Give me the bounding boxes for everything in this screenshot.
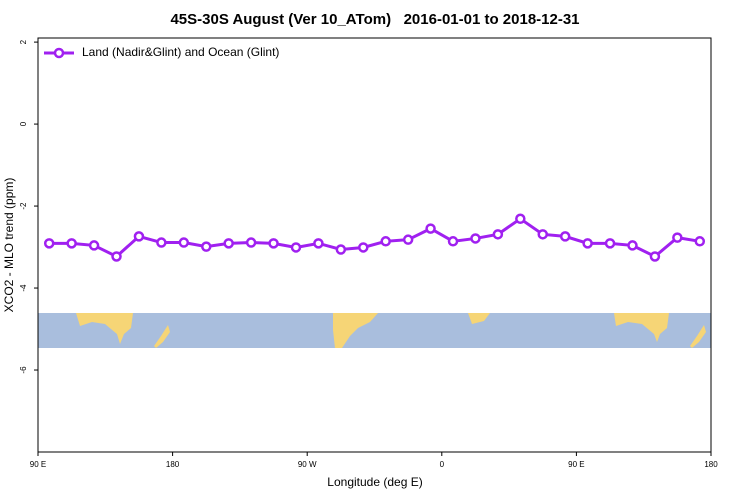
data-point — [335, 244, 347, 255]
data-point — [447, 236, 459, 247]
data-point — [492, 229, 504, 240]
x-tick-label: 90 E — [30, 460, 46, 469]
y-tick-label: 0 — [19, 121, 28, 126]
map-strip — [38, 313, 711, 348]
data-line — [49, 216, 701, 259]
plot-frame — [37, 37, 712, 453]
legend-marker — [53, 47, 65, 59]
land — [614, 313, 669, 342]
y-tick-label: -6 — [19, 366, 28, 374]
data-point — [245, 237, 257, 248]
data-point — [425, 223, 436, 234]
data-point — [156, 237, 167, 248]
data-point — [559, 231, 571, 242]
x-tick-label: 90 W — [298, 460, 317, 469]
data-point — [43, 238, 55, 249]
x-tick-label: 0 — [440, 460, 445, 469]
data-point — [537, 229, 548, 240]
chart-title: 45S-30S August (Ver 10_ATom) 2016-01-01 … — [170, 11, 579, 28]
data-point — [649, 251, 661, 262]
data-point — [582, 238, 593, 249]
y-axis-title: XCO2 - MLO trend (ppm) — [2, 178, 16, 313]
data-point — [672, 232, 683, 243]
data-point — [133, 231, 145, 242]
x-tick-label: 180 — [166, 460, 180, 469]
data-point — [515, 213, 526, 225]
data-point — [358, 242, 369, 253]
land — [76, 313, 133, 344]
data-point — [290, 242, 302, 253]
data-point — [604, 238, 616, 249]
data-point — [201, 241, 212, 252]
data-point — [111, 251, 122, 262]
x-tick-label: 180 — [704, 460, 718, 469]
land — [333, 313, 378, 348]
y-tick-label: -4 — [19, 284, 28, 292]
land — [690, 325, 706, 348]
land — [154, 325, 170, 348]
data-point — [268, 238, 279, 249]
data-point — [178, 237, 190, 248]
x-axis-title: Longitude (deg E) — [327, 475, 422, 489]
data-point — [627, 240, 638, 251]
data-point — [470, 233, 481, 244]
data-point — [313, 238, 324, 249]
data-point — [66, 238, 77, 249]
ocean — [38, 313, 711, 348]
data-point — [380, 236, 391, 247]
x-tick-label: 90 E — [568, 460, 584, 469]
data-point — [402, 234, 414, 245]
legend-label: Land (Nadir&Glint) and Ocean (Glint) — [82, 45, 279, 59]
y-tick-label: -2 — [19, 202, 28, 210]
data-point — [88, 240, 100, 251]
y-tick-label: 2 — [19, 39, 28, 44]
data-point — [694, 236, 706, 247]
data-point — [223, 238, 234, 249]
land — [468, 313, 490, 324]
